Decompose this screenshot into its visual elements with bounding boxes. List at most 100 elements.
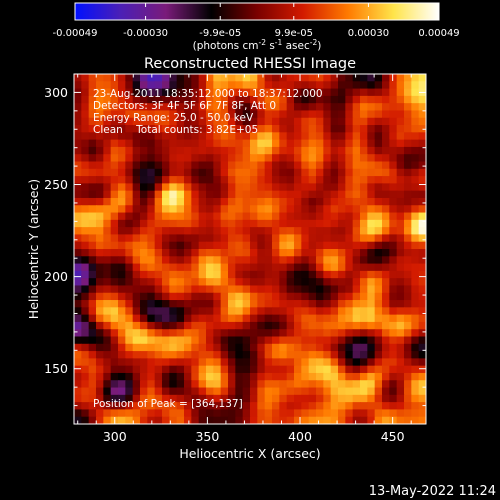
heatmap-cell bbox=[250, 365, 258, 374]
heatmap-cell bbox=[374, 394, 383, 403]
heatmap-cell bbox=[235, 117, 244, 126]
heatmap-cell bbox=[220, 329, 229, 338]
heatmap-cell bbox=[206, 329, 214, 338]
heatmap-cell bbox=[330, 256, 339, 265]
heatmap-cell bbox=[147, 183, 156, 192]
heatmap-cell bbox=[242, 183, 251, 192]
heatmap-cell bbox=[242, 212, 251, 221]
heatmap-cell bbox=[110, 372, 119, 381]
heatmap-cell bbox=[198, 285, 207, 294]
heatmap-cell bbox=[264, 81, 273, 90]
heatmap-cell bbox=[228, 300, 236, 308]
heatmap-cell bbox=[301, 227, 310, 236]
heatmap-cell bbox=[301, 103, 310, 112]
heatmap-cell bbox=[250, 219, 258, 228]
heatmap-cell bbox=[411, 234, 420, 243]
heatmap-cell bbox=[367, 74, 376, 82]
heatmap-cell bbox=[382, 358, 390, 367]
heatmap-cell bbox=[323, 103, 332, 112]
heatmap-cell bbox=[81, 314, 90, 323]
heatmap-cell bbox=[382, 110, 390, 119]
heatmap-cell bbox=[374, 321, 383, 330]
heatmap-cell bbox=[360, 343, 368, 352]
heatmap-cell bbox=[162, 402, 170, 411]
heatmap-cell bbox=[294, 321, 302, 330]
heatmap-cell bbox=[374, 88, 383, 97]
heatmap-cell bbox=[411, 380, 420, 389]
heatmap-cell bbox=[404, 402, 412, 411]
heatmap-cell bbox=[345, 314, 354, 323]
heatmap-cell bbox=[154, 263, 163, 272]
heatmap-cell bbox=[184, 176, 192, 184]
heatmap-cell bbox=[81, 125, 90, 133]
heatmap-cell bbox=[213, 270, 222, 279]
heatmap-cell bbox=[360, 387, 368, 396]
heatmap-cell bbox=[330, 132, 339, 141]
heatmap-cell bbox=[404, 256, 412, 265]
heatmap-cell bbox=[360, 139, 368, 148]
heatmap-cell bbox=[367, 394, 376, 403]
colorbar-tick-label: -9.9e-05 bbox=[199, 28, 241, 39]
heatmap-cell bbox=[191, 256, 200, 265]
heatmap-cell bbox=[338, 402, 346, 411]
heatmap-cell bbox=[235, 416, 244, 424]
heatmap-cell bbox=[404, 300, 412, 308]
colorbar-tick-label: 0.00049 bbox=[418, 28, 459, 39]
heatmap-cell bbox=[352, 321, 361, 330]
heatmap-cell bbox=[169, 300, 178, 308]
heatmap-cell bbox=[88, 227, 97, 236]
heatmap-cell bbox=[184, 358, 192, 367]
heatmap-cell bbox=[316, 190, 324, 199]
heatmap-cell bbox=[228, 74, 236, 82]
heatmap-cell bbox=[110, 351, 119, 359]
heatmap-cell bbox=[411, 329, 420, 338]
heatmap-cell bbox=[176, 372, 185, 381]
heatmap-cell bbox=[418, 146, 426, 155]
heatmap-cell bbox=[360, 125, 368, 133]
heatmap-cell bbox=[367, 285, 376, 294]
heatmap-cell bbox=[279, 358, 288, 367]
heatmap-cell bbox=[389, 176, 398, 184]
heatmap-cell bbox=[147, 88, 156, 97]
heatmap-cell bbox=[198, 409, 207, 418]
heatmap-cell bbox=[162, 416, 170, 424]
heatmap-cell bbox=[235, 88, 244, 97]
heatmap-cell bbox=[213, 329, 222, 338]
heatmap-cell bbox=[301, 263, 310, 272]
heatmap-cell bbox=[286, 234, 295, 243]
heatmap-cell bbox=[279, 161, 288, 170]
heatmap-cell bbox=[418, 402, 426, 411]
heatmap-cell bbox=[308, 358, 317, 367]
heatmap-cell bbox=[323, 205, 332, 214]
heatmap-cell bbox=[367, 125, 376, 133]
heatmap-cell bbox=[257, 197, 266, 206]
heatmap-cell bbox=[389, 103, 398, 112]
heatmap-cell bbox=[308, 95, 317, 104]
heatmap-cell bbox=[206, 343, 214, 352]
heatmap-cell bbox=[279, 205, 288, 214]
heatmap-cell bbox=[360, 205, 368, 214]
heatmap-cell bbox=[140, 249, 148, 257]
heatmap-cell bbox=[147, 74, 156, 82]
heatmap-cell bbox=[294, 387, 302, 396]
heatmap-cell bbox=[198, 81, 207, 90]
heatmap-cell bbox=[213, 409, 222, 418]
heatmap-cell bbox=[286, 351, 295, 359]
heatmap-cell bbox=[404, 234, 412, 243]
heatmap-cell bbox=[250, 329, 258, 338]
heatmap-cell bbox=[118, 278, 126, 287]
heatmap-cell bbox=[374, 300, 383, 308]
heatmap-cell bbox=[206, 409, 214, 418]
heatmap-cell bbox=[404, 125, 412, 133]
heatmap-cell bbox=[382, 161, 390, 170]
heatmap-cell bbox=[228, 146, 236, 155]
heatmap-cell bbox=[140, 74, 148, 82]
heatmap-cell bbox=[301, 197, 310, 206]
heatmap-cell bbox=[176, 219, 185, 228]
heatmap-cell bbox=[345, 256, 354, 265]
heatmap-cell bbox=[367, 314, 376, 323]
heatmap-cell bbox=[367, 336, 376, 345]
heatmap-cell bbox=[96, 270, 104, 279]
heatmap-cell bbox=[184, 263, 192, 272]
heatmap-cell bbox=[88, 88, 97, 97]
